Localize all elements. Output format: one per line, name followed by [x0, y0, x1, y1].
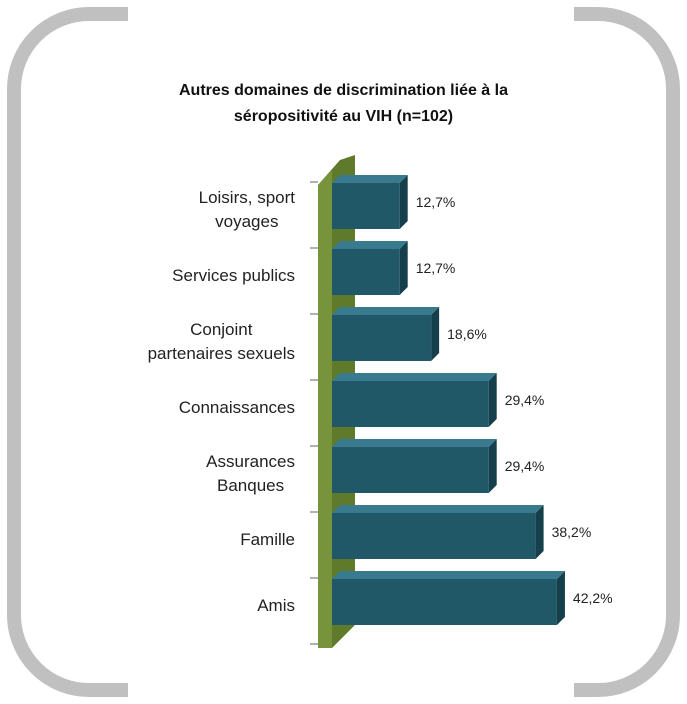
y-tick-label: Connaissances — [178, 398, 295, 417]
axis-wall-front — [318, 170, 332, 648]
frame-gap — [128, 674, 574, 704]
bar-top — [332, 175, 408, 183]
bar — [332, 183, 400, 229]
bar — [332, 249, 400, 295]
bar-side — [535, 505, 544, 559]
value-label: 12,7% — [415, 194, 456, 210]
chart-title: Autres domaines de discrimination liée à… — [179, 82, 508, 125]
value-label: 29,4% — [504, 458, 545, 474]
frame-gap — [128, 0, 574, 30]
y-tick-label: Conjoint partenaires sexuels — [147, 320, 295, 363]
value-label: 38,2% — [551, 524, 592, 540]
bar-side — [488, 439, 497, 493]
value-label: 18,6% — [447, 326, 487, 342]
bar — [332, 447, 489, 493]
y-tick-label: Loisirs, sport voyages — [198, 188, 295, 231]
y-tick-label: Amis — [257, 596, 295, 615]
value-label: 42,2% — [572, 590, 613, 606]
bar-top — [332, 505, 544, 513]
y-tick-label: Assurances Banques — [206, 452, 295, 495]
bar-top — [332, 307, 440, 315]
bar — [332, 513, 536, 559]
value-label: 29,4% — [504, 392, 545, 408]
bar-top — [332, 373, 497, 381]
y-tick-label: Services publics — [172, 266, 295, 285]
bar-top — [332, 571, 565, 579]
bar — [332, 315, 432, 361]
bar-side — [399, 241, 408, 295]
value-label: 12,7% — [415, 260, 456, 276]
bar — [332, 381, 489, 427]
bar-top — [332, 241, 408, 249]
bar-side — [488, 373, 497, 427]
bar-side — [556, 571, 565, 625]
bar-side — [431, 307, 440, 361]
bar — [332, 579, 557, 625]
y-tick-label: Famille — [240, 530, 295, 549]
bar-top — [332, 439, 497, 447]
bar-side — [399, 175, 408, 229]
